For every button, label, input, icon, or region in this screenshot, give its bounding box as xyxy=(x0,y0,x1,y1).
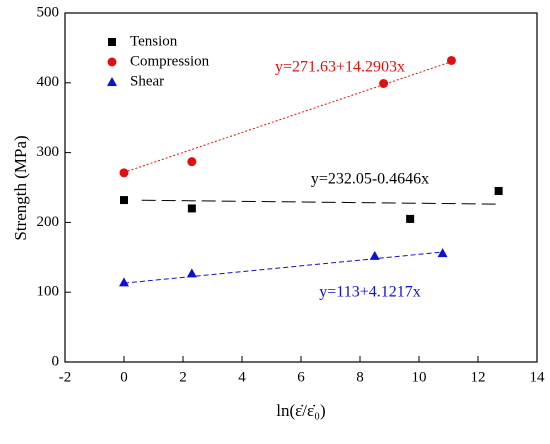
point xyxy=(187,157,197,167)
y-axis-label: Strength (MPa) xyxy=(11,135,30,240)
point xyxy=(494,186,503,195)
point xyxy=(119,168,129,178)
legend-label: Tension xyxy=(130,33,178,49)
point xyxy=(369,250,380,260)
legend-label: Compression xyxy=(130,53,210,69)
legend-marker xyxy=(108,38,116,46)
x-tick-label: 12 xyxy=(471,369,486,385)
x-tick-label: 2 xyxy=(179,369,187,385)
fit-equation: y=113+4.1217x xyxy=(319,284,420,301)
x-tick-label: 14 xyxy=(530,369,546,385)
y-tick-label: 400 xyxy=(37,74,60,90)
point xyxy=(437,248,448,258)
x-tick-label: -2 xyxy=(59,369,72,385)
y-tick-label: 200 xyxy=(37,214,60,230)
fit-line xyxy=(123,61,452,173)
fit-equation: y=271.63+14.2903x xyxy=(275,59,405,76)
y-tick-label: 100 xyxy=(37,284,60,300)
y-tick-label: 300 xyxy=(37,144,60,160)
x-tick-label: 10 xyxy=(412,369,427,385)
point xyxy=(406,214,415,223)
point xyxy=(379,78,389,88)
x-tick-label: 6 xyxy=(297,369,305,385)
point xyxy=(186,268,197,278)
point xyxy=(119,277,129,287)
fit-line xyxy=(123,251,443,284)
x-tick-label: 0 xyxy=(120,369,128,385)
x-tick-label: 8 xyxy=(356,369,364,385)
x-tick-label: 4 xyxy=(238,369,246,385)
fit-line xyxy=(141,199,499,205)
point xyxy=(187,204,196,213)
legend-marker xyxy=(107,57,117,67)
y-tick-label: 0 xyxy=(52,353,60,369)
x-axis-label: ln(ε̇/ε̇₀) xyxy=(276,401,325,420)
point xyxy=(446,55,456,65)
point xyxy=(120,196,128,205)
fit-equation: y=232.05-0.4646x xyxy=(311,171,429,188)
legend-marker xyxy=(107,77,117,86)
y-tick-label: 500 xyxy=(37,4,60,20)
legend-label: Shear xyxy=(130,73,164,89)
